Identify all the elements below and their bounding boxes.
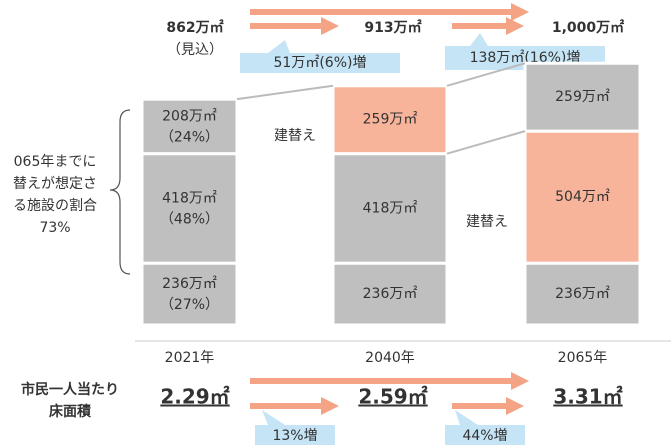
increase-label: 44%増 [462, 428, 507, 444]
brace-text: 065年までに [14, 154, 97, 170]
bar-segment [140, 152, 239, 265]
value-label: 259万㎡ [363, 112, 418, 128]
total-label: 913万㎡ [364, 19, 421, 36]
bar-segment [140, 261, 239, 327]
rebuild-label: 建替え [466, 214, 508, 230]
callouts [240, 33, 605, 445]
category-label: 2040年 [365, 350, 415, 366]
share-label: （27%） [160, 297, 219, 313]
bar-segment [331, 261, 449, 327]
bar-segment [331, 152, 449, 265]
per-capita-title: 床面積 [49, 403, 92, 420]
total-label: 862万㎡ [166, 19, 223, 36]
bar-segment [523, 129, 642, 265]
arrows [250, 3, 529, 415]
value-label: 236万㎡ [555, 286, 610, 302]
brace-text: 73% [39, 220, 70, 236]
increase-label: 13%増 [272, 428, 317, 444]
total-note: （見込） [167, 42, 223, 58]
value-label: 208万㎡ [162, 108, 217, 124]
bar-segment [331, 84, 449, 156]
share-label: （48%） [160, 211, 219, 227]
value-label: 418万㎡ [363, 200, 418, 216]
brace-text: 替えが想定さ [13, 176, 97, 192]
connector [446, 130, 526, 155]
rebuild-label: 建替え [274, 128, 316, 144]
per-capita-value: 2.59㎡ [358, 385, 427, 409]
value-label: 236万㎡ [162, 276, 217, 292]
value-label: 259万㎡ [555, 89, 610, 105]
bar-segment [523, 61, 642, 133]
per-capita-value: 2.29㎡ [160, 385, 229, 409]
value-label: 418万㎡ [162, 190, 217, 206]
per-capita-title: 市民一人当たり [21, 381, 119, 398]
category-label: 2021年 [165, 350, 215, 366]
brace [109, 109, 131, 275]
connector [446, 62, 526, 87]
share-label: （24%） [160, 129, 219, 145]
per-capita-value: 3.31㎡ [553, 385, 622, 409]
bar-segment [140, 97, 239, 156]
increase-label: 51万㎡(6%)増 [274, 55, 367, 71]
value-label: 236万㎡ [363, 286, 418, 302]
total-label: 1,000万㎡ [552, 19, 624, 36]
category-label: 2065年 [558, 350, 608, 366]
brace-text: る施設の割合 [13, 197, 97, 214]
bar-segment [523, 261, 642, 327]
connector [236, 84, 334, 101]
value-label: 504万㎡ [555, 189, 610, 205]
